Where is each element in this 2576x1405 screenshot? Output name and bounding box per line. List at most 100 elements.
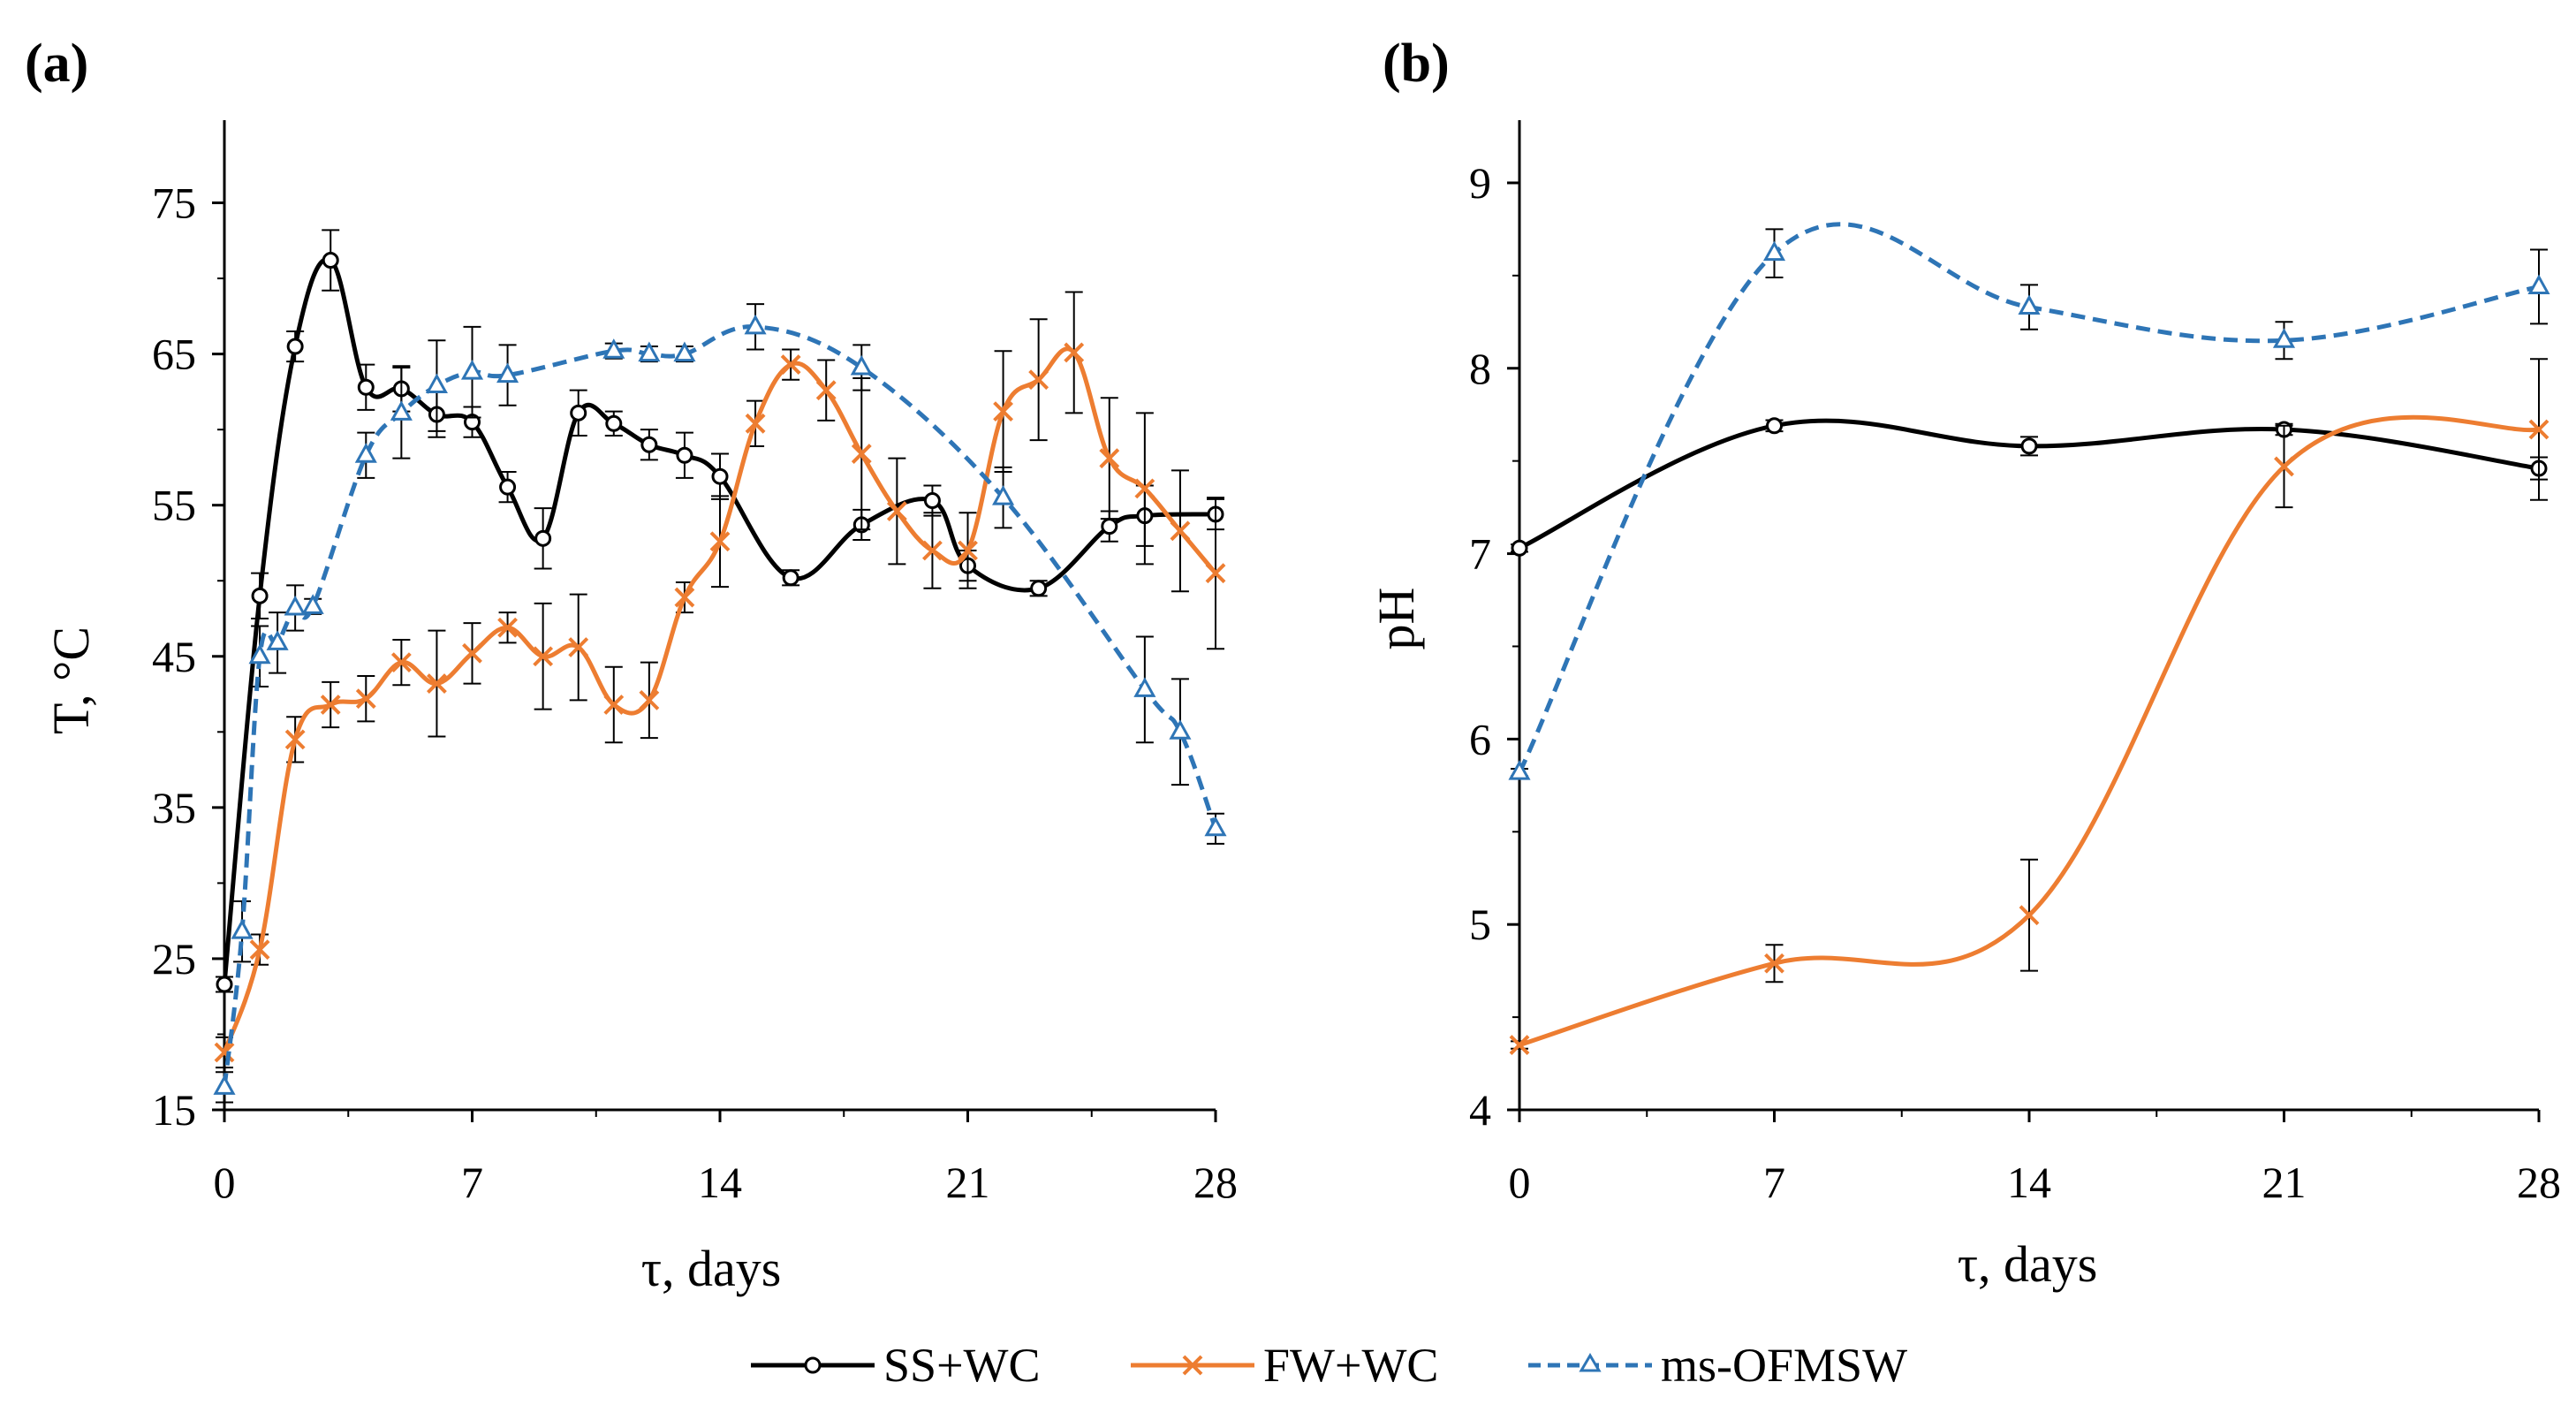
panel-a-point-ss-wc (357, 378, 375, 396)
panel-a-point-ms-ofmsw (602, 338, 625, 359)
panel-a-point-fw-wc (427, 673, 447, 694)
panel-a-point-fw-wc (674, 587, 695, 608)
panel-a-line-ss-wc (222, 256, 1216, 985)
panel-a-point-ss-wc (499, 478, 517, 496)
panel-a-series-ms-ofmsw (213, 303, 1227, 1104)
panel-b-point-ms-ofmsw (1762, 240, 1786, 262)
panel-a-point-fw-wc (249, 939, 270, 961)
panel-b-point-fw-wc (2019, 905, 2040, 926)
panel-a-point-fw-wc (1170, 520, 1191, 542)
legend-marker-ss-wc (804, 1356, 822, 1374)
panel-a-line-ms-ofmsw (222, 324, 1218, 1088)
panel-a-axes: 15 25 35 45 55 65 75 0 7 14 21 28 (152, 120, 1238, 1207)
panel-b-y-tick-label: 7 (1469, 529, 1491, 579)
panel-a-point-ss-wc (640, 436, 658, 453)
panel-b-y-axis-title: pH (1368, 588, 1425, 650)
panel-a-point-fw-wc (815, 380, 837, 401)
panel-a-point-fw-wc (709, 531, 731, 552)
legend-marker-fw-wc (1182, 1355, 1203, 1376)
legend: SS+WC FW+WC ms-OFMSW (751, 1339, 1907, 1392)
panel-a-x-tick-label: 14 (698, 1158, 742, 1207)
panel-b-label: (b) (1383, 34, 1450, 94)
panel-a-point-ss-wc (782, 569, 799, 587)
panel-b-line-ms-ofmsw (1517, 222, 2540, 774)
panel-a-point-ms-ofmsw (231, 919, 254, 939)
panel-a-y-tick-label: 65 (152, 330, 196, 379)
panel-a-y-tick-label: 15 (152, 1085, 196, 1135)
panel-b-series-ss-wc (1511, 417, 2548, 557)
panel-a-point-fw-wc (284, 729, 306, 750)
panel-b-y-tick-label: 8 (1469, 344, 1491, 393)
legend-label-ss-wc: SS+WC (883, 1339, 1041, 1392)
panel-a-point-fw-wc (320, 695, 341, 715)
panel-a-point-ss-wc (251, 587, 269, 604)
panel-b-series-ms-ofmsw (1508, 222, 2550, 780)
panel-a-point-ss-wc (676, 446, 693, 464)
panel-a-point-fw-wc (745, 413, 766, 434)
panel-b-point-fw-wc (1764, 953, 1784, 974)
panel-b-point-ss-wc (1766, 417, 1783, 435)
panel-a-y-tick-label: 45 (152, 632, 196, 681)
panel-a-point-ms-ofmsw (744, 314, 767, 335)
panel-b-x-tick-label: 7 (1763, 1158, 1785, 1207)
panel-a-point-fw-wc (568, 637, 589, 657)
panel-b-point-fw-wc (1509, 1035, 1530, 1055)
panel-a-point-fw-wc (1205, 563, 1226, 584)
panel-b-point-ss-wc (2020, 437, 2038, 455)
panel-a-point-fw-wc (497, 617, 518, 638)
panel-a-x-tick-label: 7 (461, 1158, 483, 1207)
legend-item-fw-wc: FW+WC (1131, 1339, 1438, 1392)
panel-a-point-fw-wc (1099, 448, 1120, 469)
panel-a-point-ms-ofmsw (1133, 677, 1156, 697)
panel-b-x-tick-label: 0 (1509, 1158, 1531, 1207)
panel-b-ph-chart: (b) pH τ, days 4 5 6 7 8 9 0 7 14 21 28 (1368, 34, 2561, 1293)
legend-item-ms-ofmsw: ms-OFMSW (1528, 1339, 1907, 1392)
panel-a-point-fw-wc (639, 689, 660, 710)
panel-a-y-axis-title: T, °C (42, 627, 100, 734)
panel-a-point-ms-ofmsw (266, 630, 289, 650)
panel-b-x-tick-label: 28 (2517, 1158, 2561, 1207)
panel-b-point-fw-wc (2274, 456, 2294, 477)
panel-a-point-fw-wc (603, 695, 625, 715)
panel-a-y-tick-label: 75 (152, 178, 196, 228)
panel-a-series-ss-wc (216, 229, 1224, 993)
panel-b-y-tick-label: 6 (1469, 714, 1491, 763)
panel-b-point-fw-wc (2528, 419, 2549, 440)
panel-a-point-fw-wc (462, 642, 482, 664)
panel-b-y-tick-label: 9 (1469, 158, 1491, 208)
panel-a-point-ms-ofmsw (638, 341, 661, 362)
panel-b-point-ms-ofmsw (1508, 760, 1531, 780)
panel-a-point-ss-wc (711, 467, 729, 485)
panel-a-point-ss-wc (1101, 518, 1118, 535)
legend-label-fw-wc: FW+WC (1263, 1339, 1438, 1392)
panel-a-x-tick-label: 21 (946, 1158, 990, 1207)
panel-b-line-fw-wc (1519, 414, 2540, 1047)
panel-a-point-fw-wc (390, 652, 412, 673)
panel-b-y-tick-label: 5 (1469, 900, 1491, 949)
panel-a-point-fw-wc (533, 646, 554, 667)
panel-a-point-fw-wc (958, 540, 978, 561)
panel-a-point-ms-ofmsw (850, 354, 873, 376)
panel-b-y-tick-label: 4 (1469, 1085, 1491, 1135)
panel-a-point-fw-wc (886, 501, 907, 521)
panel-a-point-ss-wc (534, 529, 552, 547)
panel-a-point-fw-wc (851, 444, 872, 464)
panel-a-point-ms-ofmsw (301, 594, 324, 614)
panel-a-point-ms-ofmsw (425, 373, 448, 394)
panel-a-point-ss-wc (605, 414, 623, 432)
panel-b-point-ms-ofmsw (2018, 294, 2041, 315)
panel-a-point-fw-wc (355, 688, 376, 710)
panel-b-axes: 4 5 6 7 8 9 0 7 14 21 28 (1469, 120, 2561, 1207)
panel-a-point-fw-wc (993, 401, 1013, 422)
panel-b-x-axis-title: τ, days (1958, 1235, 2098, 1293)
panel-a-point-ms-ofmsw (390, 400, 413, 421)
panel-a-point-ms-ofmsw (354, 443, 377, 463)
panel-b-point-ms-ofmsw (2272, 328, 2296, 348)
panel-a-point-ms-ofmsw (248, 643, 271, 665)
panel-a-point-fw-wc (1028, 369, 1049, 391)
panel-a-point-ms-ofmsw (1204, 816, 1227, 837)
panel-a-point-fw-wc (780, 354, 801, 376)
panel-b-x-tick-label: 21 (2262, 1158, 2307, 1207)
panel-a-point-ss-wc (570, 404, 587, 422)
